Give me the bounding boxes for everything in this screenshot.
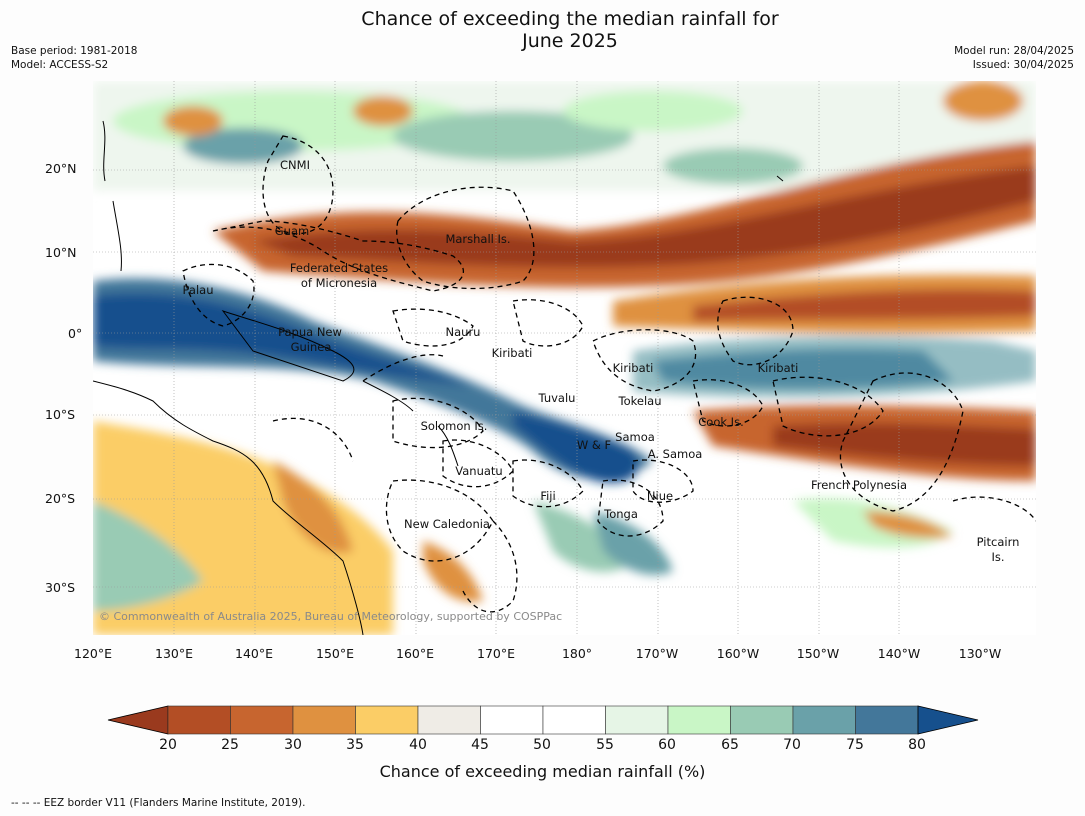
place-label-cnmi: CNMI [280, 158, 310, 172]
colorbar-tick: 35 [346, 737, 364, 753]
place-label-kiribati3: Kiribati [757, 361, 799, 375]
model-name: Model: ACCESS-S2 [11, 59, 109, 71]
lon-label: 130°W [958, 646, 1002, 661]
colorbar-swatch [480, 705, 544, 735]
place-label-marshall: Marshall Is. [445, 232, 511, 246]
rainfall-field [93, 81, 1036, 635]
colorbar-tick: 20 [159, 737, 177, 753]
graticule [93, 81, 1036, 635]
colorbar-tick: 25 [221, 737, 239, 753]
place-label-wf: W & F [576, 438, 612, 452]
map-title: Chance of exceeding the median rainfall … [0, 8, 1085, 52]
coastlines [93, 120, 784, 635]
place-label-samoa: Samoa [615, 430, 655, 444]
colorbar-swatch [167, 705, 231, 735]
place-label-fiji: Fiji [540, 489, 556, 503]
lon-label: 120°E [73, 646, 113, 661]
lat-label: 20°N [45, 161, 77, 176]
place-label-kiribati2: Kiribati [612, 361, 654, 375]
place-label-newcal: New Caledonia [404, 517, 490, 531]
lon-label: 180° [561, 646, 593, 661]
place-label-asamoa: A. Samoa [647, 447, 703, 461]
place-label-pitcairn2: Is. [991, 550, 1005, 564]
lat-label: 20°S [45, 491, 76, 506]
eez-borders [182, 135, 1036, 613]
place-label-fsm1: Federated States [289, 261, 389, 275]
colorbar-tick: 45 [471, 737, 489, 753]
metadata-right: Model run: 28/04/2025 Issued: 30/04/2025 [954, 44, 1074, 72]
lon-label: 130°E [154, 646, 194, 661]
issued-date: Issued: 30/04/2025 [972, 59, 1074, 71]
place-label-png2: Guinea [290, 340, 332, 354]
place-label-fsm2: of Micronesia [300, 276, 378, 290]
lon-label: 170°W [635, 646, 679, 661]
place-label-pitcairn1: Pitcairn [976, 535, 1020, 549]
colorbar-extend-high [917, 705, 979, 735]
title-line-1: Chance of exceeding the median rainfall … [361, 8, 779, 30]
place-label-png1: Papua New [278, 325, 342, 339]
colorbar-tick: 50 [533, 737, 551, 753]
place-label-guam: Guam [274, 224, 310, 238]
model-run: Model run: 28/04/2025 [954, 45, 1074, 57]
base-period: Base period: 1981-2018 [11, 45, 138, 57]
metadata-left: Base period: 1981-2018 Model: ACCESS-S2 [11, 44, 137, 72]
rainfall-map [93, 81, 1036, 635]
title-line-2: June 2025 [522, 30, 618, 52]
colorbar-swatch [792, 705, 856, 735]
lat-label: 10°N [45, 245, 77, 260]
place-label-tonga: Tonga [604, 507, 638, 521]
colorbar-extend-low [107, 705, 169, 735]
place-label-nauru: Nauru [445, 325, 481, 339]
place-label-kiribati1: Kiribati [491, 346, 533, 360]
lat-label: 0° [68, 326, 83, 341]
place-label-palau: Palau [182, 283, 214, 297]
colorbar-swatch [667, 705, 731, 735]
lat-label: 30°S [45, 580, 76, 595]
colorbar-swatch [292, 705, 356, 735]
place-label-niue: Niue [646, 489, 674, 503]
colorbar-label: Chance of exceeding median rainfall (%) [379, 762, 706, 781]
colorbar-tick: 40 [409, 737, 427, 753]
lat-label: 10°S [45, 407, 76, 422]
colorbar-swatch [542, 705, 606, 735]
colorbar-swatch [855, 705, 919, 735]
place-label-cook: Cook Is. [698, 415, 744, 429]
colorbar-swatch [417, 705, 481, 735]
lon-label: 150°W [796, 646, 840, 661]
colorbar-swatch [730, 705, 794, 735]
lon-label: 140°W [877, 646, 921, 661]
colorbar-tick: 70 [783, 737, 801, 753]
colorbar-swatch [355, 705, 419, 735]
colorbar-tick: 60 [658, 737, 676, 753]
colorbar-tick: 30 [284, 737, 302, 753]
lon-label: 170°E [476, 646, 516, 661]
copyright-notice: © Commonwealth of Australia 2025, Bureau… [99, 610, 563, 623]
place-label-tuvalu: Tuvalu [538, 391, 576, 405]
eez-footnote: -- -- -- EEZ border V11 (Flanders Marine… [11, 797, 306, 809]
place-label-solomon: Solomon Is. [420, 419, 488, 433]
lon-label: 160°W [716, 646, 760, 661]
colorbar-tick: 65 [721, 737, 739, 753]
colorbar-swatch [230, 705, 294, 735]
place-label-vanuatu: Vanuatu [455, 464, 503, 478]
colorbar-tick: 80 [908, 737, 926, 753]
colorbar-tick: 55 [596, 737, 614, 753]
place-label-frenchpoly: French Polynesia [810, 478, 908, 492]
colorbar-tick: 75 [846, 737, 864, 753]
colorbar [107, 705, 979, 735]
map-canvas [93, 81, 1036, 635]
place-label-tokelau: Tokelau [618, 394, 662, 408]
lon-label: 140°E [234, 646, 274, 661]
lon-label: 150°E [315, 646, 355, 661]
colorbar-swatch [605, 705, 669, 735]
lon-label: 160°E [395, 646, 435, 661]
